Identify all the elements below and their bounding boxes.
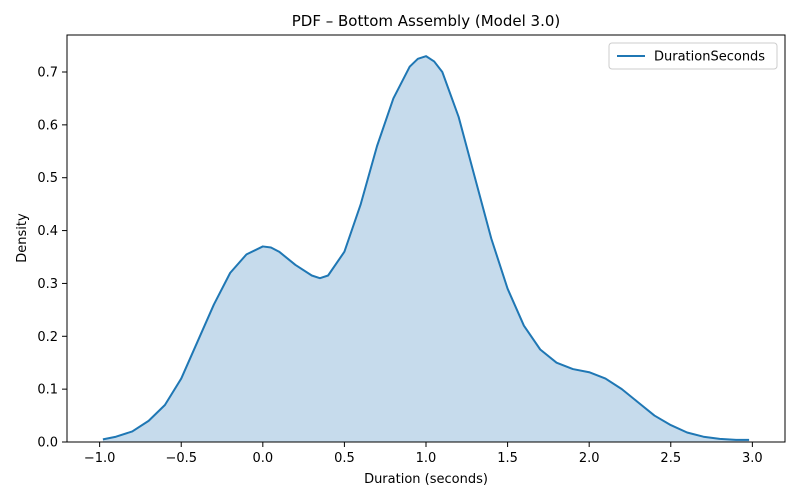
density-line: [102, 55, 750, 441]
x-tick-label: 1.0: [416, 451, 437, 466]
y-axis-ticks: 0.0 0.1 0.2 0.3 0.4 0.5 0.6 0.7: [37, 66, 67, 451]
x-axis-ticks: −1.0 −0.5 0.0 0.5 1.0 1.5 2.0 2.5 3.0: [84, 442, 763, 466]
density-area-fill: [102, 56, 750, 442]
chart-title: PDF – Bottom Assembly (Model 3.0): [292, 12, 560, 30]
x-tick-label: 3.0: [742, 451, 763, 466]
x-tick-label: 1.5: [497, 451, 518, 466]
y-tick-label: 0.3: [37, 277, 58, 292]
y-tick-label: 0.1: [37, 383, 58, 398]
y-tick-label: 0.5: [37, 171, 58, 186]
plot-area: [66, 34, 786, 443]
y-tick-label: 0.6: [37, 118, 58, 133]
y-tick-label: 0.7: [37, 66, 58, 81]
y-axis-label: Density: [15, 213, 30, 263]
legend: DurationSeconds: [608, 42, 778, 70]
y-tick-label: 0.2: [37, 330, 58, 345]
x-tick-label: 0.5: [334, 451, 355, 466]
x-tick-label: 2.0: [579, 451, 600, 466]
y-tick-label: 0.0: [37, 436, 58, 451]
x-tick-label: 2.5: [660, 451, 681, 466]
x-tick-label: −0.5: [165, 451, 197, 466]
x-axis-label: Duration (seconds): [364, 472, 488, 487]
x-tick-label: 0.0: [252, 451, 273, 466]
legend-series-label: DurationSeconds: [654, 50, 765, 65]
x-tick-label: −1.0: [84, 451, 116, 466]
y-tick-label: 0.4: [37, 224, 58, 239]
legend-box: [608, 42, 778, 70]
